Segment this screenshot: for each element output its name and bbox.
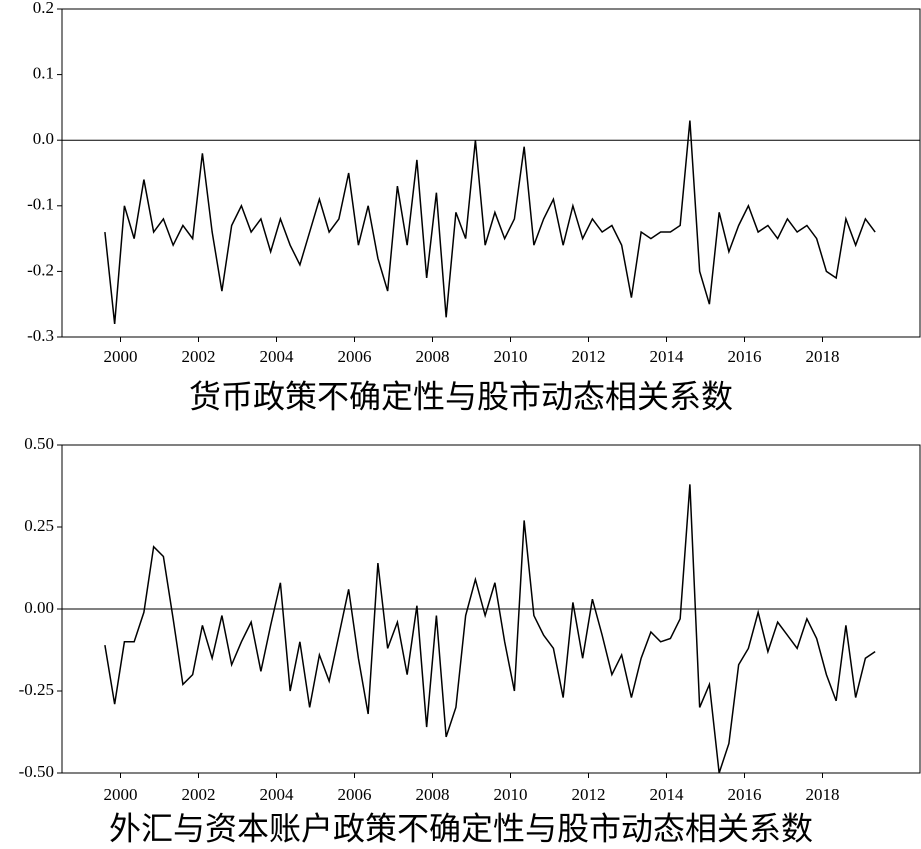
x-tick-label: 2014 bbox=[650, 347, 685, 366]
x-tick-label: 2006 bbox=[338, 785, 372, 804]
y-tick-label: 0.2 bbox=[33, 0, 54, 17]
y-tick-label: -0.2 bbox=[27, 260, 54, 279]
x-tick-label: 2012 bbox=[572, 785, 606, 804]
data-line bbox=[104, 484, 876, 774]
y-tick-label: 0.25 bbox=[24, 516, 54, 535]
y-tick-label: 0.50 bbox=[24, 434, 54, 453]
x-tick-label: 2002 bbox=[182, 785, 216, 804]
y-tick-label: 0.00 bbox=[24, 598, 54, 617]
x-tick-label: 2010 bbox=[494, 347, 528, 366]
y-tick-label: -0.50 bbox=[19, 762, 54, 781]
x-tick-label: 2018 bbox=[806, 785, 840, 804]
x-tick-label: 2002 bbox=[182, 347, 216, 366]
x-tick-label: 2004 bbox=[260, 347, 295, 366]
x-tick-label: 2014 bbox=[650, 785, 685, 804]
x-tick-label: 2018 bbox=[806, 347, 840, 366]
y-tick-label: -0.25 bbox=[19, 680, 54, 699]
y-tick-label: -0.1 bbox=[27, 195, 54, 214]
x-tick-label: 2006 bbox=[338, 347, 372, 366]
x-tick-label: 2012 bbox=[572, 347, 606, 366]
x-tick-label: 2008 bbox=[416, 347, 450, 366]
y-tick-label: 0.1 bbox=[33, 64, 54, 83]
x-tick-label: 2000 bbox=[104, 785, 138, 804]
x-tick-label: 2010 bbox=[494, 785, 528, 804]
chart-title: 货币政策不确定性与股市动态相关系数 bbox=[189, 378, 733, 414]
y-tick-label: 0.0 bbox=[33, 129, 54, 148]
x-tick-label: 2016 bbox=[728, 785, 762, 804]
x-tick-label: 2000 bbox=[104, 347, 138, 366]
x-tick-label: 2004 bbox=[260, 785, 295, 804]
plot-frame bbox=[61, 8, 921, 338]
data-line bbox=[104, 120, 876, 324]
x-tick-label: 2008 bbox=[416, 785, 450, 804]
x-tick-label: 2016 bbox=[728, 347, 762, 366]
y-tick-label: -0.3 bbox=[27, 326, 54, 345]
chart-title: 外汇与资本账户政策不确定性与股市动态相关系数 bbox=[109, 810, 813, 846]
